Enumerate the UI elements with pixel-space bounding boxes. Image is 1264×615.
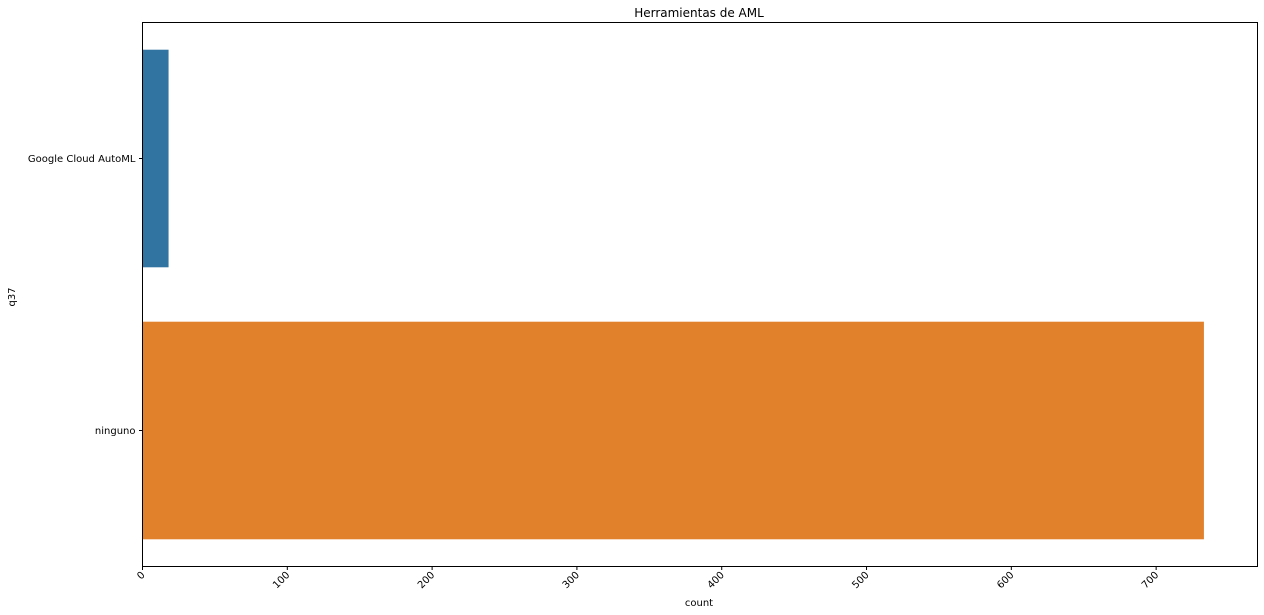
bars-group [142, 49, 1204, 540]
bar-0 [142, 49, 169, 268]
x-axis-label: count [685, 598, 713, 609]
y-axis: Google Cloud AutoML ninguno [28, 154, 143, 437]
y-axis-label: q37 [7, 287, 18, 306]
plot-frame [142, 22, 1258, 567]
y-tick-label-0: Google Cloud AutoML [28, 154, 136, 165]
bar-1 [142, 321, 1204, 540]
chart-title: Herramientas de AML [634, 6, 764, 20]
y-tick-label-1: ninguno [95, 426, 136, 437]
